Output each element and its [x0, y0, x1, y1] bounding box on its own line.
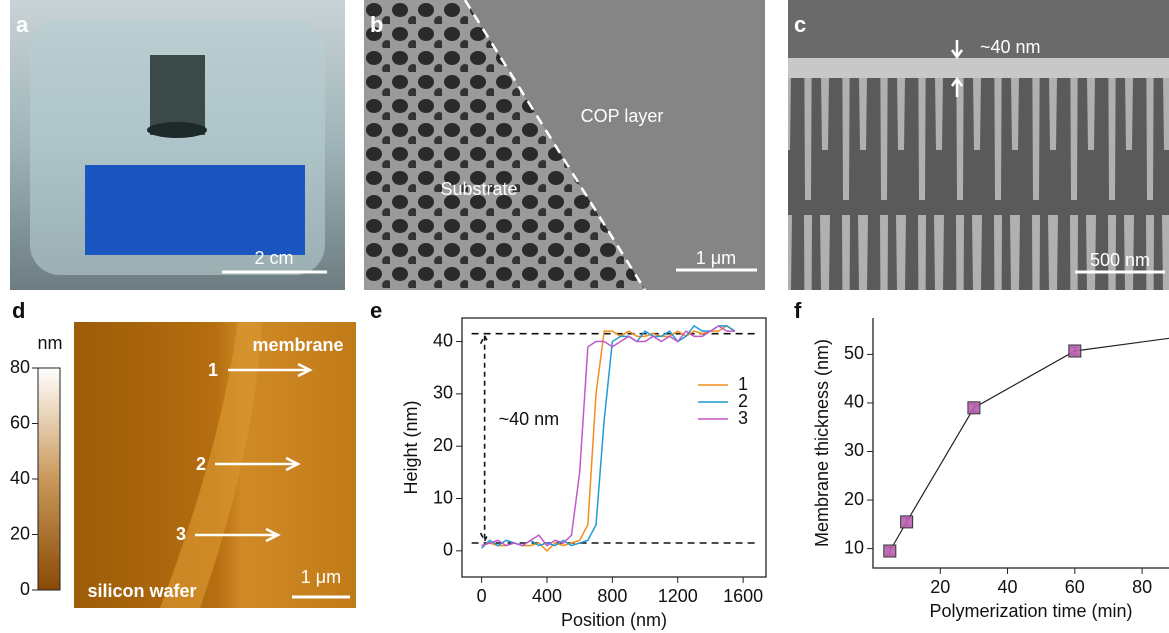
- region-label: Substrate: [440, 179, 517, 199]
- colorbar-tick-label: 20: [10, 523, 30, 543]
- scale-text: 1 μm: [696, 248, 736, 268]
- blue-sample: [85, 165, 305, 255]
- scale-text: 500 nm: [1090, 250, 1150, 270]
- thickness-label: ~40 nm: [980, 37, 1041, 57]
- y-tick-label: 50: [844, 343, 864, 363]
- profile-label: 3: [176, 524, 186, 544]
- holder-end: [147, 122, 207, 138]
- panel-label: e: [370, 298, 382, 323]
- series-line: [482, 326, 735, 548]
- y-tick-label: 10: [433, 487, 453, 507]
- x-tick-label: 0: [477, 586, 487, 606]
- panel-label: f: [794, 298, 802, 323]
- y-tick-label: 0: [443, 540, 453, 560]
- axes: [873, 318, 1169, 568]
- scale-text: 1 μm: [301, 567, 341, 587]
- region-label: membrane: [252, 335, 343, 355]
- colorbar-tick-label: 60: [10, 412, 30, 432]
- y-tick-label: 10: [844, 537, 864, 557]
- y-axis-label: Height (nm): [401, 400, 421, 494]
- colorbar-unit: nm: [37, 333, 62, 353]
- series-line: [482, 326, 735, 546]
- profile-label: 2: [196, 454, 206, 474]
- x-tick-label: 60: [1065, 577, 1085, 597]
- y-tick-label: 20: [844, 489, 864, 509]
- y-axis-label: Membrane thickness (nm): [812, 339, 832, 547]
- x-tick-label: 800: [597, 586, 627, 606]
- data-point: [884, 545, 896, 557]
- region-label: silicon wafer: [87, 581, 196, 601]
- colorbar: [38, 368, 60, 590]
- page: a 2 cm b COP layer Substrate 1 μm c ~40 …: [0, 0, 1169, 633]
- height-arrow: [481, 336, 489, 541]
- series-line: [482, 326, 735, 551]
- chart: 20 40 60 80 10 20 30 40 50 Polymerization time (m…: [812, 318, 1169, 621]
- y-tick-label: 30: [433, 383, 453, 403]
- x-tick-label: 1600: [723, 586, 763, 606]
- colorbar-tick-label: 80: [10, 357, 30, 377]
- colorbar-tick-label: 40: [10, 468, 30, 488]
- profile-label: 1: [208, 360, 218, 380]
- x-tick-label: 1200: [658, 586, 698, 606]
- region-label: COP layer: [581, 106, 664, 126]
- axes: [462, 318, 766, 577]
- x-axis-label: Polymerization time (min): [929, 601, 1132, 621]
- y-tick-label: 20: [433, 435, 453, 455]
- y-tick-label: 40: [433, 330, 453, 350]
- panel-label: a: [16, 12, 29, 37]
- data-point: [1069, 345, 1081, 357]
- x-axis-label: Position (nm): [561, 610, 667, 630]
- connector: [890, 337, 1169, 551]
- cop-layer: [788, 58, 1169, 78]
- chart: 0 400 800 1200 1600 0 10 20 30 40 Position (nm) Hei…: [401, 318, 766, 630]
- x-tick-label: 80: [1132, 577, 1152, 597]
- annotation: ~40 nm: [499, 409, 560, 429]
- scale-text: 2 cm: [254, 248, 293, 268]
- x-tick-label: 400: [532, 586, 562, 606]
- x-tick-label: 20: [930, 577, 950, 597]
- y-tick-label: 40: [844, 392, 864, 412]
- figure: a 2 cm b COP layer Substrate 1 μm c ~40 …: [0, 0, 1169, 633]
- data-point: [901, 516, 913, 528]
- y-tick-label: 30: [844, 440, 864, 460]
- colorbar-tick-label: 0: [20, 579, 30, 599]
- data-point: [968, 402, 980, 414]
- panel-label: b: [370, 12, 383, 37]
- panel-label: c: [794, 12, 806, 37]
- legend-label: 3: [738, 408, 748, 428]
- x-tick-label: 40: [998, 577, 1018, 597]
- panel-label: d: [12, 298, 25, 323]
